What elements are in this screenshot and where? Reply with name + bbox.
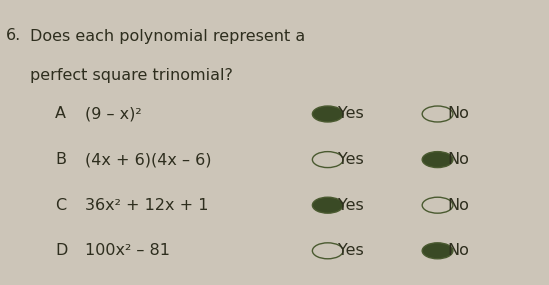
Text: No: No	[447, 152, 469, 167]
Circle shape	[422, 243, 453, 259]
Text: perfect square trinomial?: perfect square trinomial?	[30, 68, 233, 84]
Text: Does each polynomial represent a: Does each polynomial represent a	[30, 28, 305, 44]
Text: (9 – x)²: (9 – x)²	[85, 107, 142, 121]
Text: (4x + 6)(4x – 6): (4x + 6)(4x – 6)	[85, 152, 211, 167]
Text: A: A	[55, 107, 66, 121]
Text: Yes: Yes	[338, 243, 363, 258]
Text: 6.: 6.	[5, 28, 21, 44]
Text: 100x² – 81: 100x² – 81	[85, 243, 170, 258]
Text: No: No	[447, 107, 469, 121]
Text: Yes: Yes	[338, 107, 363, 121]
Text: No: No	[447, 243, 469, 258]
Text: B: B	[55, 152, 66, 167]
Text: No: No	[447, 198, 469, 213]
Circle shape	[312, 197, 343, 213]
Circle shape	[422, 152, 453, 168]
Text: C: C	[55, 198, 66, 213]
Text: D: D	[55, 243, 68, 258]
Text: 36x² + 12x + 1: 36x² + 12x + 1	[85, 198, 209, 213]
Circle shape	[312, 106, 343, 122]
Text: Yes: Yes	[338, 152, 363, 167]
Text: Yes: Yes	[338, 198, 363, 213]
